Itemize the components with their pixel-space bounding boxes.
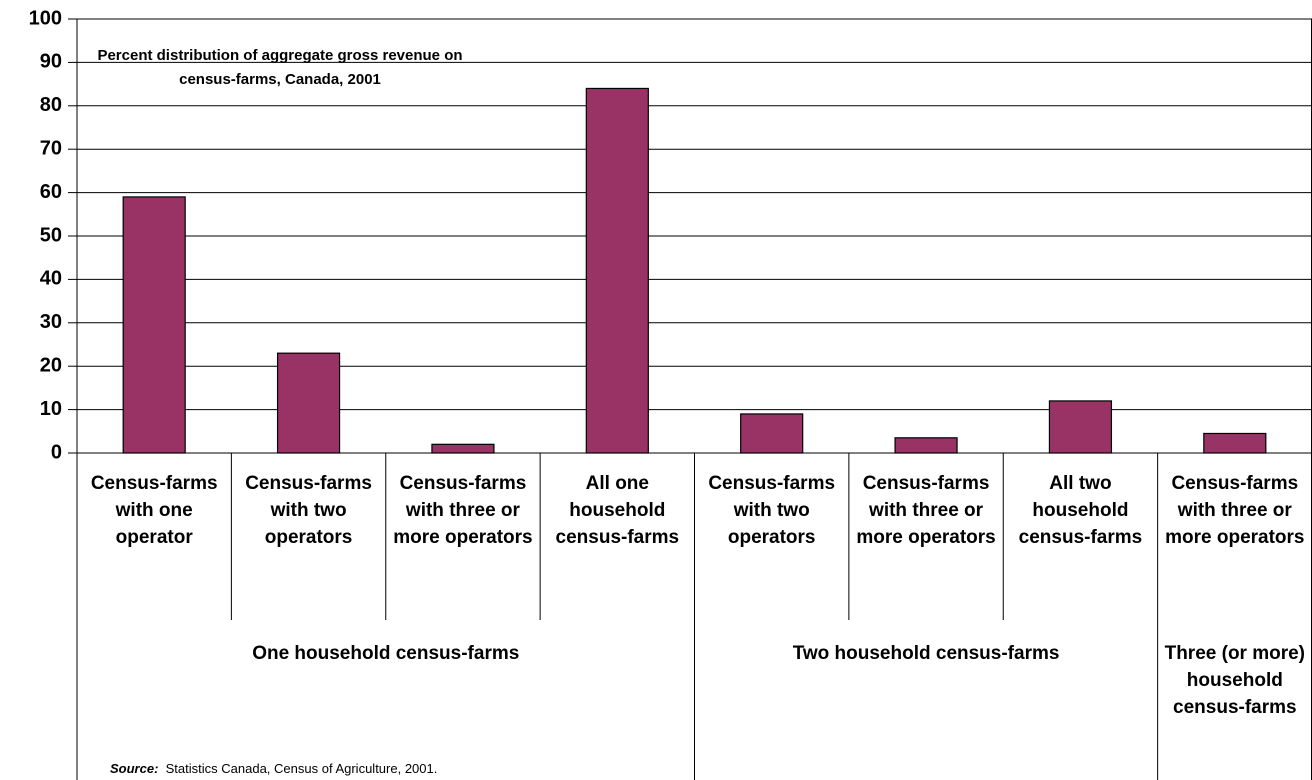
bar	[1048, 400, 1113, 454]
source-text: Statistics Canada, Census of Agriculture…	[165, 761, 438, 776]
group-label: Two household census-farms	[792, 643, 1060, 664]
bar	[122, 196, 186, 454]
y-tick-label: 20	[40, 354, 62, 376]
x-tick-label: Census-farms with one operator	[90, 473, 218, 548]
y-tick-label: 10	[40, 398, 62, 420]
bar	[1203, 432, 1267, 454]
x-tick-label: Census-farms with three or more operator…	[393, 473, 533, 548]
x-tick-label: Census-farms with two operators	[708, 473, 836, 548]
y-tick-label: 60	[40, 181, 62, 203]
chart-title: Percent distribution of aggregate gross …	[97, 47, 463, 88]
bar	[431, 443, 495, 454]
x-tick-label: Census-farms with two operators	[245, 473, 372, 548]
y-tick-label: 30	[40, 311, 62, 333]
x-tick-label: Census-farms with three or more operator…	[856, 473, 996, 548]
group-label: One household census-farms	[252, 643, 520, 664]
y-tick-label: 0	[51, 441, 62, 463]
group-label: Three (or more) household census-farms	[1164, 643, 1306, 718]
x-tick-label: All two household census-farms	[1018, 473, 1143, 548]
bar	[894, 437, 958, 454]
y-tick-label: 80	[40, 94, 62, 116]
y-tick-label: 90	[40, 51, 62, 73]
bar	[276, 352, 341, 454]
bar	[585, 87, 649, 454]
y-tick-label: 40	[40, 268, 62, 290]
y-tick-label: 50	[40, 224, 62, 246]
y-tick-label: 70	[40, 137, 62, 159]
source: Source: Statistics Canada, Census of Agr…	[110, 761, 437, 776]
y-tick-label: 100	[29, 7, 62, 29]
bar	[740, 413, 804, 454]
x-tick-label: All one household census-farms	[555, 473, 680, 548]
x-tick-label: Census-farms with three or more operator…	[1165, 473, 1305, 548]
source-label: Source:	[110, 761, 159, 776]
